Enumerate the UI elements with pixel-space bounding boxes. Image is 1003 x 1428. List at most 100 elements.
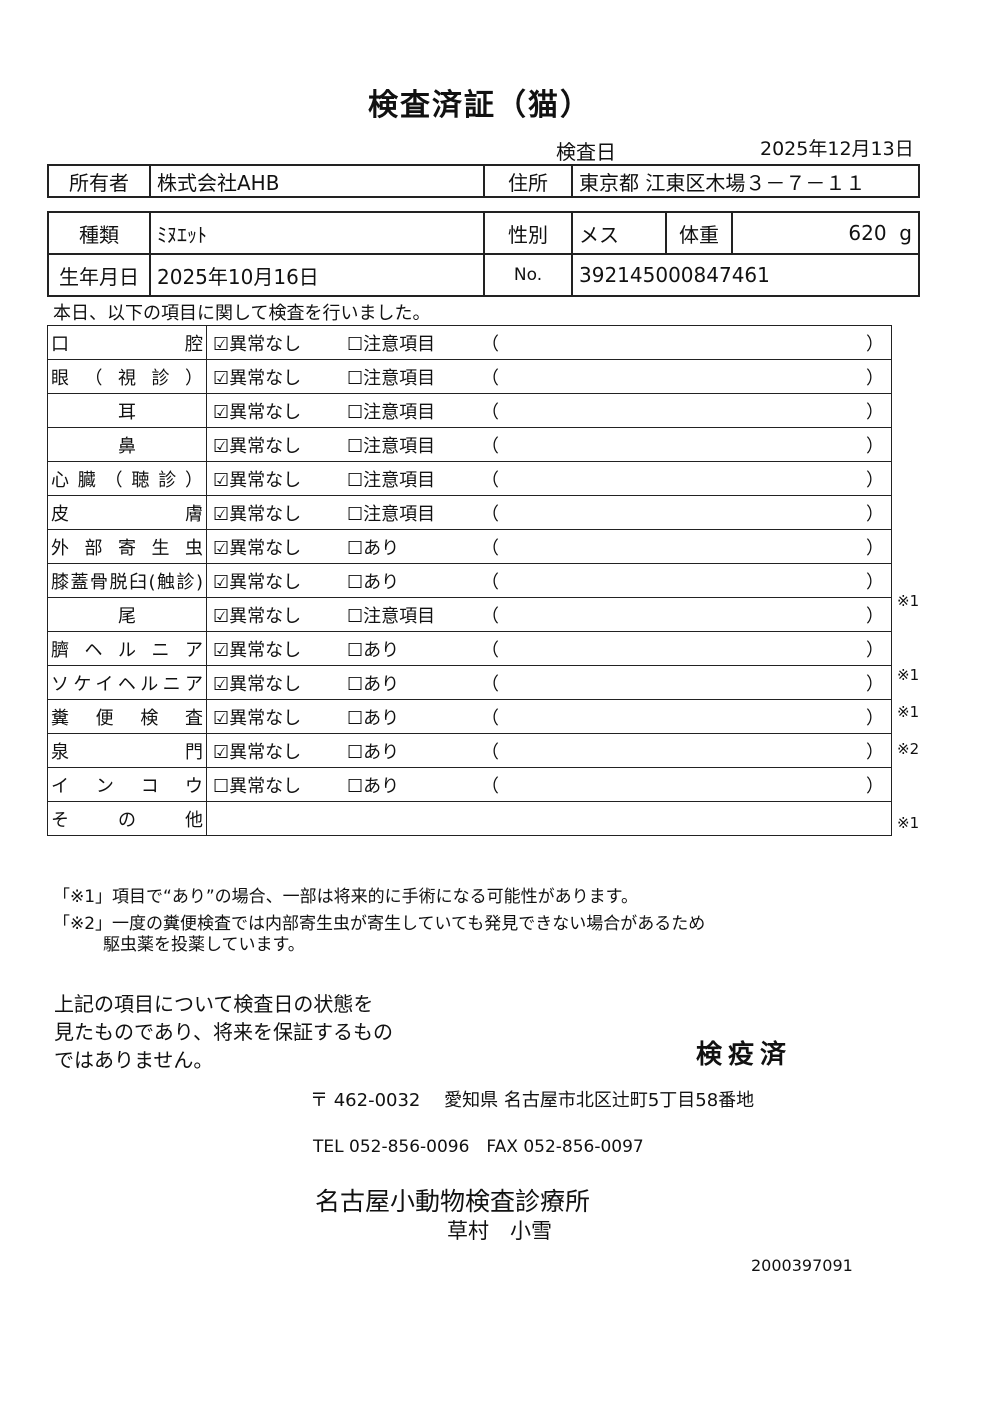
checked-box-icon[interactable]: ☑: [213, 741, 230, 763]
exam-item-label-text: 心臓（聴診）: [51, 469, 203, 491]
exam-items-table: 口腔 ☑異常なし ☐注意項目（）眼（視診） ☑異常なし ☐注意項目（）耳 ☑異常なし ☐注意…: [47, 325, 892, 836]
checkbox-icon[interactable]: ☐: [347, 537, 364, 559]
checked-box-icon[interactable]: ☑: [213, 673, 230, 695]
normal-option-label: 異常なし: [229, 707, 302, 729]
exam-item-label: 尾: [47, 597, 207, 632]
open-paren: （: [481, 503, 499, 525]
checkbox-icon[interactable]: ☐: [347, 503, 364, 525]
checkbox-icon[interactable]: ☐: [347, 707, 364, 729]
checked-box-icon[interactable]: ☑: [213, 333, 230, 355]
checkbox-icon[interactable]: ☐: [347, 367, 364, 389]
normal-option-label: 異常なし: [229, 605, 302, 627]
exam-item-label-text: 口腔: [51, 333, 203, 355]
normal-option-label: 異常なし: [229, 333, 302, 355]
exam-item-row: 泉門 ☑異常なし ☐あり （ ）: [47, 733, 892, 768]
checkbox-icon[interactable]: ☐: [347, 741, 364, 763]
checkbox-icon[interactable]: ☐: [347, 571, 364, 593]
close-paren: ）: [866, 571, 884, 593]
checked-box-icon[interactable]: ☑: [213, 367, 230, 389]
exam-item-row: インコウ ☐異常なし ☐あり（）: [47, 767, 892, 802]
open-paren: （: [481, 775, 499, 797]
checked-box-icon[interactable]: ☑: [213, 469, 230, 491]
exam-item-row: 糞便検査 ☑異常なし ☐あり （ ）: [47, 699, 892, 734]
checked-box-icon[interactable]: ☑: [213, 707, 230, 729]
exam-item-label-text: 外部寄生虫: [51, 537, 203, 559]
checked-box-icon[interactable]: ☑: [213, 435, 230, 457]
close-paren: ）: [866, 401, 884, 423]
open-paren: （: [481, 605, 499, 627]
item-note-marker: ※1: [897, 703, 920, 721]
close-paren: ）: [866, 537, 884, 559]
exam-item-row: ソケイヘルニア ☑異常なし ☐あり （ ）: [47, 665, 892, 700]
exam-item-row: 膝蓋骨脱臼(触診) ☑異常なし ☐あり （ ）: [47, 563, 892, 598]
disclaimer-line: ではありません。: [54, 1048, 214, 1072]
alt-option-label: 注意項目: [363, 333, 436, 355]
exam-item-result: ☑異常なし ☐あり （ ）: [206, 631, 892, 666]
open-paren: （: [481, 571, 499, 593]
no-value: 392145000847461: [571, 253, 920, 297]
alt-option-label: あり: [363, 673, 400, 695]
exam-item-label: 臍ヘルニア: [47, 631, 207, 666]
checked-box-icon[interactable]: ☑: [213, 503, 230, 525]
checkbox-icon[interactable]: ☐: [347, 435, 364, 457]
exam-item-label: 糞便検査: [47, 699, 207, 734]
alt-option-label: 注意項目: [363, 469, 436, 491]
checkbox-icon[interactable]: ☐: [347, 469, 364, 491]
exam-item-label: 眼（視診）: [47, 359, 207, 394]
checkbox-icon[interactable]: ☐: [213, 775, 230, 797]
exam-item-result: ☐異常なし ☐あり（）: [206, 767, 892, 802]
checkbox-icon[interactable]: ☐: [347, 605, 364, 627]
alt-option-label: あり: [363, 775, 400, 797]
exam-item-label-text: 尾: [118, 605, 136, 627]
exam-item-result: ☑異常なし ☐注意項目 （ ）: [206, 359, 892, 394]
owner-label: 所有者: [47, 164, 151, 198]
normal-option-label: 異常なし: [229, 639, 302, 661]
exam-item-row: 外部寄生虫 ☑異常なし ☐あり （ ）: [47, 529, 892, 564]
exam-item-result: ☑異常なし ☐あり （ ）: [206, 733, 892, 768]
normal-option-label: 異常なし: [229, 741, 302, 763]
exam-item-row: 口腔 ☑異常なし ☐注意項目 （ ）: [47, 325, 892, 360]
checked-box-icon[interactable]: ☑: [213, 639, 230, 661]
open-paren: （: [481, 333, 499, 355]
normal-option-label: 異常なし: [229, 673, 302, 695]
weight-unit: g: [899, 221, 912, 245]
close-paren: ）: [866, 367, 884, 389]
document-number: 2000397091: [751, 1256, 853, 1275]
checkbox-icon[interactable]: ☐: [347, 775, 364, 797]
checkbox-icon[interactable]: ☐: [347, 401, 364, 423]
exam-item-label: 膝蓋骨脱臼(触診): [47, 563, 207, 598]
exam-item-label-text: 鼻: [118, 435, 136, 457]
checkbox-icon[interactable]: ☐: [347, 333, 364, 355]
normal-option-label: 異常なし: [229, 537, 302, 559]
normal-option-label: 異常なし: [229, 469, 302, 491]
exam-item-row: 鼻 ☑異常なし ☐注意項目 （ ）: [47, 427, 892, 462]
exam-date-label: 検査日: [556, 140, 616, 164]
exam-item-row: 心臓（聴診） ☑異常なし ☐注意項目 （ ）: [47, 461, 892, 496]
alt-option-label: あり: [363, 639, 400, 661]
exam-item-label: ソケイヘルニア: [47, 665, 207, 700]
alt-option-label: 注意項目: [363, 435, 436, 457]
document-title: 検査済証（猫）: [368, 88, 592, 123]
disclaimer: 上記の項目について検査日の状態を 見たものであり、将来を保証するもの ではありま…: [54, 990, 393, 1074]
checkbox-icon[interactable]: ☐: [347, 639, 364, 661]
exam-item-label-text: 糞便検査: [51, 707, 203, 729]
footnote-2: 「※2」一度の糞便検査では内部寄生虫が寄生していても発見できない場合があるため: [53, 914, 706, 934]
checked-box-icon[interactable]: ☑: [213, 571, 230, 593]
exam-item-label-text: 皮膚: [51, 503, 203, 525]
checked-box-icon[interactable]: ☑: [213, 401, 230, 423]
vet-name: 草村 小雪: [447, 1219, 552, 1243]
exam-item-label-text: 膝蓋骨脱臼(触診): [51, 571, 203, 593]
clinic-name: 名古屋小動物検査診療所: [315, 1187, 591, 1216]
normal-option-label: 異常なし: [229, 435, 302, 457]
checked-box-icon[interactable]: ☑: [213, 605, 230, 627]
address-value: 東京都 江東区木場３－７－１１: [571, 164, 920, 198]
exam-item-result: ☑異常なし ☐注意項目 （ ）: [206, 597, 892, 632]
checked-box-icon[interactable]: ☑: [213, 537, 230, 559]
close-paren: ）: [866, 435, 884, 457]
alt-option-label: あり: [363, 571, 400, 593]
checkbox-icon[interactable]: ☐: [347, 673, 364, 695]
exam-item-result: ☑異常なし ☐注意項目 （ ）: [206, 461, 892, 496]
breed-value: ﾐﾇｴｯﾄ: [149, 211, 485, 255]
other-value[interactable]: [206, 801, 892, 836]
sex-label: 性別: [483, 211, 573, 255]
